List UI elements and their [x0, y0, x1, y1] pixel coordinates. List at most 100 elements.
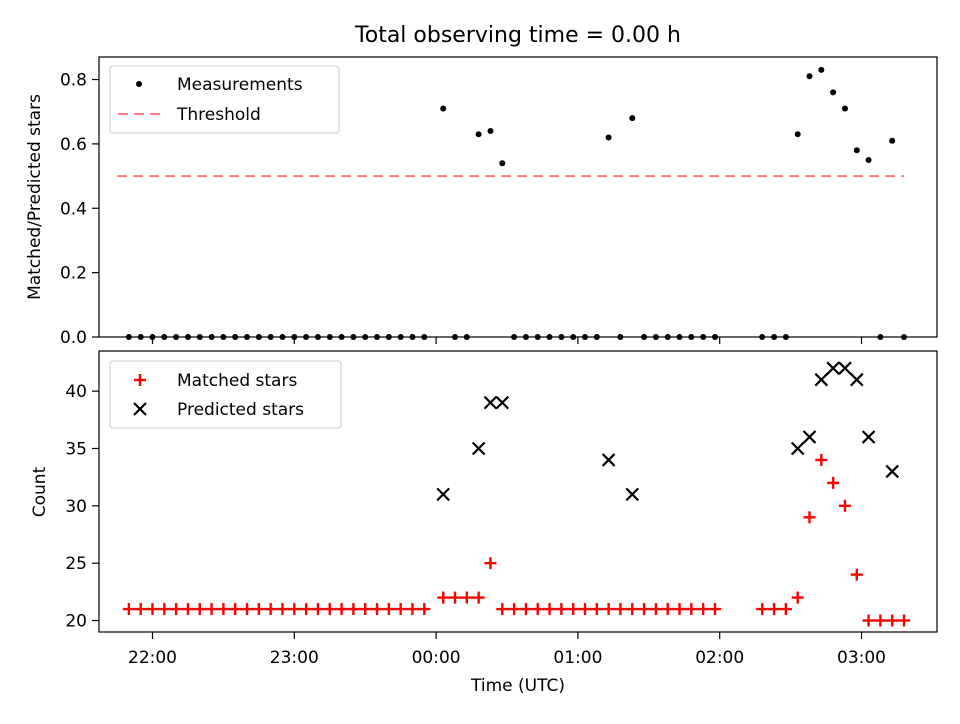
matched-star-point-56: [827, 476, 840, 489]
matched-star-point-58: [850, 568, 863, 581]
matched-star-point-28: [460, 591, 473, 604]
matched-star-point-24: [406, 603, 419, 616]
predicted-star-point-12: [861, 430, 876, 444]
matched-star-point-0: [122, 603, 135, 616]
measurement-point-55: [818, 66, 825, 73]
x-tick-label-3: 01:00: [553, 648, 602, 668]
x-tick-label-2: 00:00: [412, 648, 461, 668]
matched-star-point-7: [205, 603, 218, 616]
measurement-point-58: [853, 147, 860, 154]
matched-star-point-50: [756, 603, 769, 616]
legend-predicted-label: Predicted stars: [177, 400, 304, 420]
matched-star-point-53: [791, 591, 804, 604]
matched-star-point-48: [697, 603, 710, 616]
predicted-star-point-0: [436, 487, 450, 502]
top-legend-box: [109, 65, 340, 134]
matched-star-point-43: [638, 603, 651, 616]
measurement-point-30: [487, 128, 494, 134]
matched-star-point-62: [898, 614, 911, 627]
legend-matched-label: Matched stars: [177, 371, 297, 391]
predicted-star-point-10: [838, 361, 852, 375]
matched-star-point-36: [555, 603, 568, 616]
predicted-star-point-3: [495, 395, 510, 410]
matched-star-point-23: [394, 603, 407, 616]
x-tick-label-1: 23:00: [270, 648, 319, 668]
bottom-y-tick-label-2: 30: [65, 497, 87, 517]
predicted-star-point-9: [826, 361, 840, 375]
matched-star-point-26: [437, 591, 450, 604]
matched-star-point-60: [874, 614, 887, 627]
matched-star-point-3: [158, 603, 171, 616]
measurement-point-42: [629, 115, 636, 122]
bottom-legend-box: [109, 360, 342, 429]
matched-star-point-49: [708, 603, 721, 616]
bottom-axes-frame: [98, 350, 938, 633]
matched-star-point-57: [838, 499, 851, 512]
matched-star-point-33: [519, 603, 532, 616]
top-y-axis-label: Matched/Predicted stars: [25, 94, 45, 300]
matched-star-point-34: [531, 603, 544, 616]
matched-star-point-39: [590, 603, 603, 616]
predicted-star-point-11: [849, 372, 864, 387]
measurement-point-29: [475, 131, 482, 138]
matched-star-point-14: [288, 603, 301, 616]
predicted-star-point-7: [802, 430, 817, 444]
top-y-tick-label-4: 0.8: [60, 71, 87, 91]
matched-star-point-10: [241, 603, 254, 616]
measurement-point-54: [806, 73, 813, 80]
matched-star-point-25: [418, 603, 431, 616]
predicted-star-point-8: [814, 372, 829, 387]
top-legend: Measurements Threshold: [109, 65, 340, 134]
matched-star-point-37: [567, 603, 580, 616]
predicted-star-point-6: [790, 441, 805, 456]
predicted-star-point-1: [471, 441, 486, 456]
measurement-point-40: [605, 134, 612, 141]
measurement-point-26: [440, 105, 447, 112]
matched-star-point-54: [803, 511, 816, 524]
matched-star-point-2: [146, 603, 159, 616]
matched-star-point-42: [626, 603, 639, 616]
matched-star-point-17: [323, 603, 336, 616]
matched-star-point-9: [229, 603, 242, 616]
legend-matched-marker: [134, 374, 146, 386]
x-tick-label-4: 02:00: [695, 648, 744, 668]
measurement-point-53: [794, 131, 801, 138]
matched-star-point-30: [484, 557, 497, 570]
legend-measurements-label: Measurements: [177, 75, 303, 95]
matched-star-point-41: [614, 603, 627, 616]
matched-star-point-16: [311, 603, 324, 616]
bottom-y-tick-label-1: 25: [65, 554, 87, 574]
predicted-star-point-2: [483, 395, 498, 410]
matched-star-point-40: [602, 603, 615, 616]
matched-star-point-35: [543, 603, 556, 616]
chart-title: Total observing time = 0.00 h: [354, 23, 681, 48]
matched-star-point-59: [862, 614, 875, 627]
measurement-point-59: [865, 157, 872, 163]
matched-star-point-11: [252, 603, 265, 616]
bottom-y-axis-label: Count: [30, 466, 50, 517]
matched-star-point-61: [886, 614, 899, 627]
measurement-point-61: [889, 137, 896, 144]
matched-star-point-15: [300, 603, 313, 616]
matched-star-point-19: [347, 603, 360, 616]
matched-star-point-51: [768, 603, 781, 616]
bottom-y-tick-label-4: 40: [65, 382, 87, 402]
matched-star-point-22: [382, 603, 395, 616]
bottom-legend: Matched stars Predicted stars: [109, 360, 342, 429]
legend-threshold-label: Threshold: [176, 105, 261, 125]
predicted-star-point-4: [601, 453, 616, 467]
matched-star-point-46: [673, 603, 686, 616]
legend-measurements-marker: [136, 81, 142, 87]
matched-star-point-52: [779, 603, 792, 616]
matched-star-point-21: [371, 603, 384, 616]
measurement-point-56: [830, 89, 837, 96]
top-y-tick-label-1: 0.2: [60, 264, 87, 284]
matched-star-point-13: [276, 603, 289, 616]
matched-star-point-31: [496, 603, 509, 616]
matched-star-point-38: [578, 603, 591, 616]
matched-star-point-44: [649, 603, 662, 616]
matched-star-point-12: [264, 603, 277, 616]
top-y-tick-label-2: 0.4: [60, 199, 87, 219]
matched-star-point-55: [815, 453, 828, 466]
